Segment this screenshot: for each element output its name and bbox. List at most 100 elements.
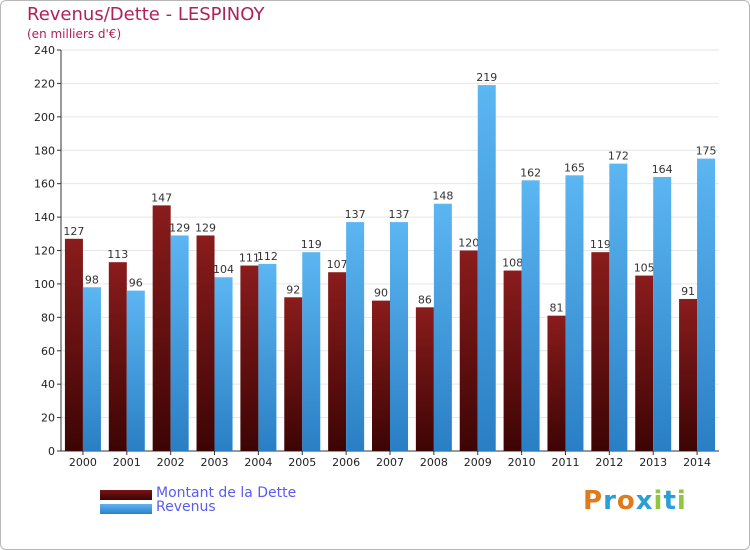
- bar-revenus: [609, 163, 628, 451]
- bar-revenus: [697, 158, 716, 451]
- bar-dette: [591, 252, 610, 451]
- y-tick-label: 200: [34, 111, 55, 124]
- logo-letter: t: [663, 486, 677, 516]
- data-label-revenus: 162: [520, 166, 541, 179]
- logo-letter: o: [616, 486, 636, 516]
- bar-dette: [284, 297, 303, 451]
- bar-dette: [547, 315, 566, 451]
- logo-letter: r: [603, 486, 617, 516]
- x-tick-label: 2002: [157, 456, 185, 469]
- data-label-dette: 147: [151, 191, 172, 204]
- x-tick-label: 2007: [376, 456, 404, 469]
- y-tick-label: 60: [41, 345, 55, 358]
- data-label-dette: 108: [502, 257, 523, 270]
- data-label-revenus: 175: [696, 145, 717, 158]
- bar-dette: [459, 250, 478, 451]
- data-label-dette: 111: [239, 252, 260, 265]
- x-tick-label: 2010: [508, 456, 536, 469]
- bar-dette: [328, 272, 347, 451]
- bar-dette: [372, 300, 390, 451]
- x-tick-label: 2005: [288, 456, 316, 469]
- bar-revenus: [346, 222, 365, 451]
- y-tick-label: 40: [41, 378, 55, 391]
- y-tick-label: 240: [34, 44, 55, 57]
- data-label-revenus: 172: [608, 150, 629, 163]
- y-tick-label: 80: [41, 311, 55, 324]
- legend-swatch-dette: [100, 490, 152, 500]
- chart-subtitle: (en milliers d'€): [27, 27, 122, 41]
- data-label-revenus: 129: [169, 221, 190, 234]
- bar-dette: [196, 235, 215, 451]
- bar-revenus: [565, 175, 584, 451]
- legend-label-dette: Montant de la Dette: [156, 485, 297, 501]
- bar-dette: [152, 205, 171, 451]
- y-tick-label: 160: [34, 178, 55, 191]
- data-label-dette: 107: [327, 258, 348, 271]
- bar-dette: [240, 265, 259, 451]
- y-tick-label: 0: [48, 445, 55, 458]
- data-label-dette: 105: [634, 262, 655, 275]
- data-label-dette: 127: [63, 225, 84, 238]
- logo-letter: x: [635, 486, 654, 516]
- data-label-dette: 119: [590, 238, 611, 251]
- bar-revenus: [653, 176, 672, 451]
- data-label-revenus: 219: [476, 71, 497, 84]
- bar-revenus: [390, 222, 408, 451]
- data-label-revenus: 119: [301, 238, 322, 251]
- bar-revenus: [214, 277, 233, 451]
- bar-revenus: [433, 203, 452, 451]
- data-label-dette: 86: [418, 293, 432, 306]
- bar-revenus: [258, 263, 277, 451]
- logo-letter: i: [653, 486, 664, 516]
- bar-dette: [108, 262, 127, 451]
- bar-dette: [503, 270, 522, 451]
- legend-label-revenus: Revenus: [156, 499, 216, 515]
- x-tick-label: 2011: [551, 456, 579, 469]
- bar-revenus: [302, 252, 321, 451]
- bar-revenus: [126, 290, 145, 451]
- bar-revenus: [477, 85, 496, 452]
- data-label-dette: 113: [107, 248, 128, 261]
- x-tick-label: 2004: [244, 456, 272, 469]
- data-label-dette: 120: [458, 237, 479, 250]
- x-tick-label: 2003: [201, 456, 229, 469]
- data-label-revenus: 164: [652, 163, 673, 176]
- data-label-revenus: 98: [85, 273, 99, 286]
- y-tick-label: 100: [34, 278, 55, 291]
- x-tick-label: 2006: [332, 456, 360, 469]
- x-tick-label: 2012: [595, 456, 623, 469]
- data-label-dette: 90: [374, 287, 388, 300]
- data-label-revenus: 104: [213, 263, 234, 276]
- data-label-dette: 91: [681, 285, 695, 298]
- y-tick-label: 140: [34, 211, 55, 224]
- logo-letter: P: [583, 486, 604, 516]
- y-tick-label: 20: [41, 412, 55, 425]
- data-label-revenus: 137: [389, 208, 410, 221]
- x-tick-label: 2008: [420, 456, 448, 469]
- legend-swatch-revenus: [100, 504, 152, 514]
- bar-dette: [415, 307, 434, 451]
- data-label-revenus: 165: [564, 161, 585, 174]
- x-tick-label: 2013: [639, 456, 667, 469]
- chart-title: Revenus/Dette - LESPINOY: [27, 4, 265, 25]
- data-label-revenus: 137: [345, 208, 366, 221]
- y-tick-label: 180: [34, 144, 55, 157]
- y-tick-label: 120: [34, 245, 55, 258]
- bar-revenus: [170, 235, 189, 451]
- bar-dette: [64, 238, 83, 451]
- bar-revenus: [521, 180, 540, 451]
- bar-revenus: [82, 287, 101, 451]
- y-tick-label: 220: [34, 77, 55, 90]
- x-tick-label: 2001: [113, 456, 141, 469]
- data-label-dette: 129: [195, 221, 216, 234]
- data-label-dette: 92: [286, 283, 300, 296]
- logo-letter: i: [676, 486, 687, 516]
- data-label-revenus: 96: [129, 277, 143, 290]
- x-tick-label: 2000: [69, 456, 97, 469]
- proxiti-logo: Proxiti: [583, 486, 687, 516]
- data-label-revenus: 148: [432, 190, 453, 203]
- x-tick-label: 2014: [683, 456, 711, 469]
- bar-dette: [635, 275, 654, 451]
- bar-dette: [679, 298, 698, 451]
